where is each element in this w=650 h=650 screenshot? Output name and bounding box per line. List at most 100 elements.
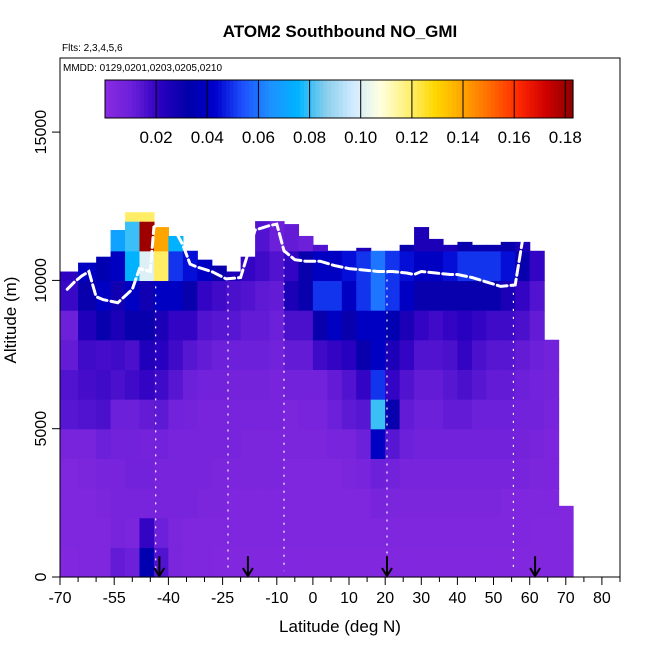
heatmap-cell — [78, 488, 97, 519]
heatmap-cell — [515, 458, 531, 489]
heatmap-cell — [284, 517, 300, 548]
heatmap-cell — [139, 310, 155, 341]
heatmap-cell — [96, 256, 112, 282]
heatmap-cell — [515, 369, 531, 400]
colorbar-swatch — [292, 80, 297, 118]
heatmap-cell — [414, 280, 430, 311]
heatmap-cell — [414, 369, 430, 400]
heatmap-cell — [515, 310, 531, 341]
heatmap-cell — [385, 458, 401, 489]
heatmap-cell — [125, 310, 141, 341]
heatmap-cell — [442, 369, 459, 400]
heatmap-cell — [110, 230, 126, 252]
heatmap-cell — [153, 547, 169, 578]
heatmap-cell — [500, 428, 516, 459]
heatmap-cell — [544, 399, 560, 430]
heatmap-cell — [255, 428, 271, 459]
heatmap-cell — [168, 310, 184, 341]
heatmap-cell — [60, 280, 79, 311]
heatmap-cell — [211, 339, 227, 370]
heatmap-cell — [182, 399, 198, 430]
heatmap-cell — [471, 547, 487, 578]
heatmap-cell — [428, 250, 444, 282]
heatmap-cell — [428, 399, 444, 430]
colorbar-swatch — [186, 80, 192, 118]
heatmap-cell — [182, 488, 198, 519]
heatmap-cell — [370, 517, 386, 548]
heatmap-cell — [414, 399, 430, 430]
colorbar-swatch — [120, 80, 126, 118]
heatmap-cell — [457, 399, 473, 430]
colorbar-swatch — [537, 80, 543, 118]
colorbar-swatch — [241, 80, 246, 118]
heatmap-cell — [414, 428, 430, 459]
heatmap-cell — [211, 547, 227, 578]
colorbar-swatch — [276, 80, 282, 118]
colorbar-swatch — [206, 80, 211, 118]
heatmap-cell — [544, 488, 560, 519]
heatmap-cell — [78, 369, 97, 400]
colorbar-tick-label: 0.02 — [140, 128, 173, 147]
heatmap-cell — [182, 547, 198, 578]
x-tick-label: -10 — [265, 590, 288, 607]
heatmap-cell — [139, 369, 155, 400]
heatmap-cell — [153, 428, 169, 459]
heatmap-cell — [139, 280, 155, 311]
heatmap-cell — [269, 369, 285, 400]
y-tick-label: 0 — [33, 572, 50, 581]
heatmap-cell — [60, 547, 79, 578]
heatmap-cell — [197, 310, 213, 341]
heatmap-cell — [356, 428, 372, 459]
colorbar-swatch — [565, 80, 570, 118]
heatmap-cell — [269, 399, 285, 430]
heatmap-cell — [60, 339, 79, 370]
heatmap-cell — [211, 280, 227, 311]
heatmap-cell — [558, 547, 574, 578]
heatmap-cell — [428, 458, 444, 489]
heatmap-cell — [211, 428, 227, 459]
heatmap-cell — [544, 517, 560, 548]
heatmap-cell — [153, 310, 169, 341]
heatmap-cell — [96, 399, 112, 430]
heatmap-cell — [312, 428, 328, 459]
heatmap-cell — [284, 428, 300, 459]
heatmap-cell — [544, 547, 560, 578]
heatmap-cell — [414, 458, 430, 489]
colorbar-tick-label: 0.14 — [446, 128, 479, 147]
colorbar-swatch — [288, 80, 293, 118]
heatmap-cell — [139, 212, 155, 222]
heatmap-cell — [298, 428, 314, 459]
colorbar-swatch — [522, 80, 527, 118]
heatmap-cell — [442, 339, 459, 370]
heatmap-cell — [125, 280, 141, 311]
heatmap-cell — [471, 369, 487, 400]
heatmap-cell — [269, 428, 285, 459]
heatmap-cell — [211, 488, 227, 519]
heatmap-cell — [327, 547, 343, 578]
colorbar-swatch — [553, 80, 558, 118]
heatmap-cell — [312, 547, 328, 578]
arrow-head — [242, 567, 254, 578]
heatmap-cell — [341, 547, 357, 578]
heatmap-cell — [486, 310, 502, 341]
heatmap-cell — [428, 339, 444, 370]
heatmap-cell — [341, 488, 357, 519]
heatmap-cell — [284, 488, 300, 519]
heatmap-cell — [327, 458, 343, 489]
colorbar-swatch — [105, 80, 110, 118]
heatmap-cell — [168, 517, 184, 548]
colorbar-swatch — [362, 80, 367, 118]
heatmap-cell — [399, 428, 415, 459]
heatmap-cell — [312, 339, 328, 370]
heatmap-cell — [240, 428, 256, 459]
colorbar-swatch — [171, 80, 176, 118]
heatmap-cell — [471, 339, 487, 370]
heatmap-cell — [211, 369, 227, 400]
colorbar-swatch — [506, 80, 512, 118]
heatmap-cell — [399, 547, 415, 578]
heatmap-cell — [226, 488, 242, 519]
heatmap-cell — [284, 547, 300, 578]
heatmap-cell — [96, 488, 112, 519]
colorbar-swatch — [315, 80, 321, 118]
heatmap-cell — [500, 488, 516, 519]
